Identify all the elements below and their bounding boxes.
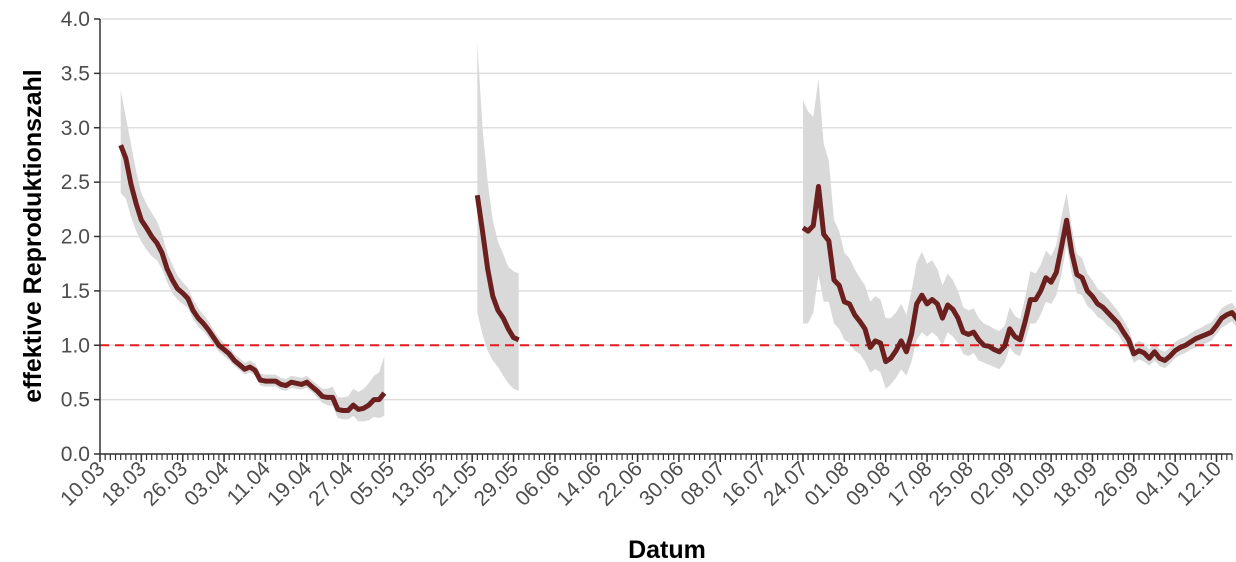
series-line-1 [118,144,387,413]
x-tick-label: 13.05 [387,457,440,510]
x-tick-label: 03.04 [180,457,234,511]
x-tick-label: 25.08 [924,457,977,510]
y-tick-label: 0.5 [61,389,90,412]
x-tick-label: 10.09 [1007,457,1060,510]
x-tick-label: 17.08 [883,457,936,510]
x-tick-label: 12.10 [1173,457,1226,510]
x-tick-label: 29.05 [470,457,523,510]
y-tick-label: 4.0 [61,8,90,31]
x-tick-label: 26.03 [139,457,192,510]
y-tick-label: 2.5 [61,171,90,194]
confidence-band-2 [477,42,519,391]
y-tick-label: 0.0 [61,443,90,466]
y-tick-label: 2.0 [61,226,90,249]
x-axis-ticks: 10.0318.0326.0303.0411.0419.0427.0405.05… [56,454,1233,511]
x-tick-label: 06.06 [511,457,564,510]
x-axis-title: Datum [628,536,706,562]
x-tick-label: 24.07 [759,457,812,510]
x-tick-label: 21.05 [428,457,481,510]
x-tick-label: 26.09 [1090,457,1143,510]
confidence-band-1 [120,89,385,422]
x-tick-label: 18.03 [97,457,150,510]
confidence-bands [120,42,1236,422]
x-tick-label: 30.06 [635,457,688,510]
x-tick-label: 19.04 [263,457,317,511]
x-tick-label: 08.07 [676,457,729,510]
x-tick-label: 02.09 [966,457,1019,510]
confidence-band-3 [803,78,1236,389]
x-tick-label: 16.07 [718,457,771,510]
x-tick-label: 01.08 [800,457,853,510]
x-tick-label: 11.04 [223,457,276,510]
y-tick-label: 3.5 [61,62,90,85]
series-line-3 [801,184,1236,365]
x-tick-label: 14.06 [552,457,605,510]
y-axis-ticks: 0.0 0.5 1.0 1.5 2.0 2.5 3.0 3.5 4.0 [61,8,100,466]
x-tick-label: 27.04 [304,457,358,511]
y-tick-label: 1.5 [61,280,90,303]
series-line-2 [474,194,520,343]
y-tick-label: 3.0 [61,117,90,140]
y-axis-title: effektive Reproduktionszahl [19,69,47,402]
x-tick-label: 04.10 [1131,457,1184,510]
x-tick-label: 22.06 [594,457,647,510]
x-tick-label: 09.08 [842,457,895,510]
x-tick-label: 18.09 [1049,457,1102,510]
x-tick-label: 05.05 [346,457,399,510]
y-tick-label: 1.0 [61,334,90,357]
series-lines [118,144,1236,413]
